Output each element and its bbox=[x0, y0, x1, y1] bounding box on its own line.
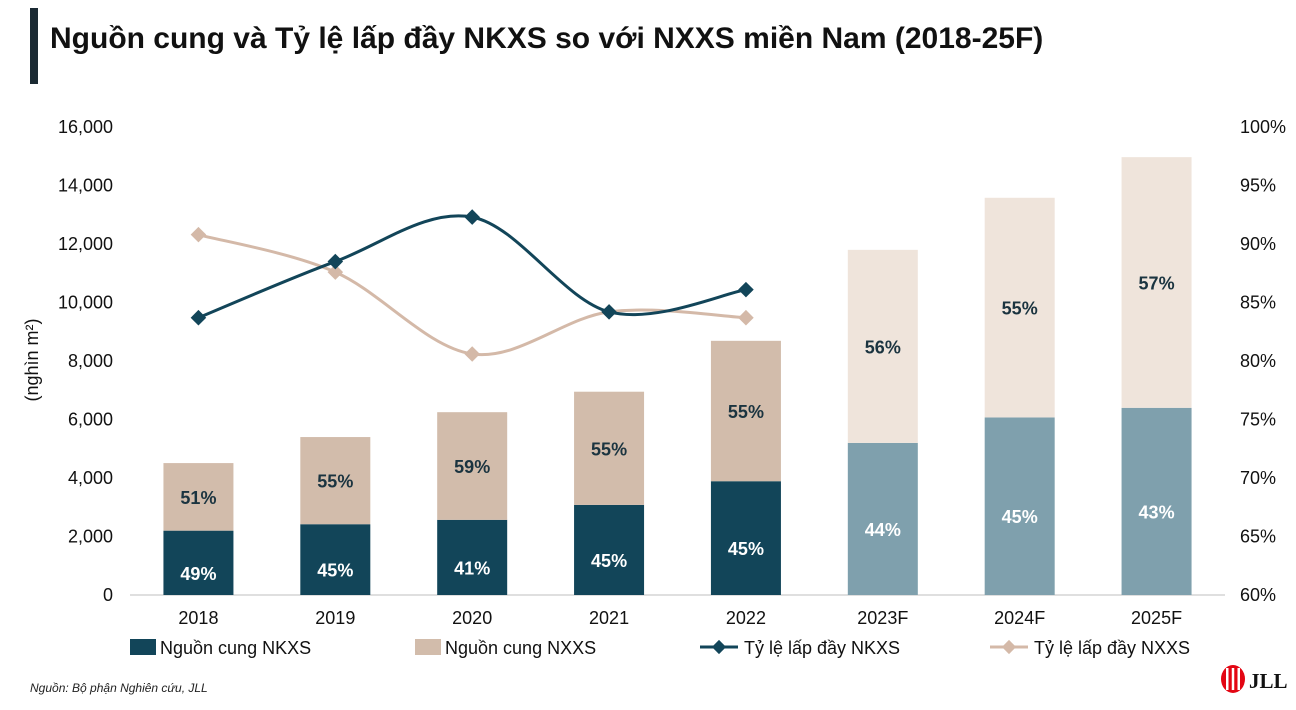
bar-nkxs bbox=[300, 524, 371, 595]
bar-nkxs bbox=[163, 530, 234, 595]
line-marker bbox=[738, 281, 754, 298]
bar-nxxs bbox=[163, 463, 234, 531]
legend-label: Nguồn cung NXXS bbox=[445, 638, 596, 658]
bar-nkxs-label: 43% bbox=[1139, 502, 1175, 522]
y-tick-label: 12,000 bbox=[58, 234, 113, 254]
bar-nxxs-label: 56% bbox=[865, 337, 901, 357]
bar-nxxs bbox=[574, 391, 645, 505]
y2-tick-label: 85% bbox=[1240, 293, 1276, 313]
y-tick-label: 6,000 bbox=[68, 410, 113, 430]
bar-nkxs-label: 41% bbox=[454, 558, 490, 578]
legend-label: Nguồn cung NKXS bbox=[160, 638, 311, 658]
bar-nkxs bbox=[710, 481, 781, 595]
x-tick-label: 2020 bbox=[452, 608, 492, 628]
bar-nxxs bbox=[847, 249, 918, 443]
bar-nkxs bbox=[1121, 407, 1192, 595]
bar-nkxs-label: 45% bbox=[317, 561, 353, 581]
bar-nkxs bbox=[437, 519, 508, 595]
y-tick-label: 10,000 bbox=[58, 293, 113, 313]
y-tick-label: 4,000 bbox=[68, 468, 113, 488]
jll-logo: JLL bbox=[1221, 665, 1288, 693]
y2-tick-label: 65% bbox=[1240, 527, 1276, 547]
bar-nkxs-label: 49% bbox=[180, 564, 216, 584]
bar-nkxs-label: 44% bbox=[865, 520, 901, 540]
bar-nxxs bbox=[300, 437, 371, 525]
line-marker bbox=[190, 309, 207, 326]
bar-nkxs bbox=[574, 504, 645, 595]
y2-tick-label: 90% bbox=[1240, 234, 1276, 254]
bar-nxxs-label: 51% bbox=[180, 488, 216, 508]
legend-label: Tỷ lệ lấp đầy NXXS bbox=[1034, 638, 1190, 658]
line-marker bbox=[190, 226, 207, 243]
legend-marker bbox=[1001, 639, 1017, 655]
line-marker bbox=[601, 304, 617, 320]
y2-tick-label: 80% bbox=[1240, 351, 1276, 371]
y-axis-left: 0 2,000 4,000 6,000 8,000 10,000 12,000 14,000 1… bbox=[58, 117, 113, 605]
y-tick-label: 8,000 bbox=[68, 351, 113, 371]
bar-nkxs-label: 45% bbox=[1002, 507, 1038, 527]
y2-tick-label: 100% bbox=[1240, 117, 1286, 137]
y-tick-label: 2,000 bbox=[68, 527, 113, 547]
line-nkxs bbox=[197, 214, 747, 320]
x-axis: 2018 2019 2020 2021 2022 2023F 2024F 2025F bbox=[178, 608, 1182, 628]
bar-nxxs-label: 59% bbox=[454, 457, 490, 477]
y-tick-label: 14,000 bbox=[58, 176, 113, 196]
line-marker bbox=[327, 253, 344, 270]
line-marker bbox=[464, 209, 480, 225]
bar-nxxs bbox=[710, 340, 781, 482]
legend-swatch bbox=[415, 639, 441, 655]
y2-tick-label: 75% bbox=[1240, 410, 1276, 430]
y2-tick-label: 60% bbox=[1240, 585, 1276, 605]
x-tick-label: 2022 bbox=[726, 608, 766, 628]
bar-nxxs-label: 55% bbox=[728, 402, 764, 422]
x-tick-label: 2019 bbox=[315, 608, 355, 628]
bar-nxxs bbox=[1121, 157, 1192, 408]
bar-nkxs bbox=[984, 417, 1055, 595]
y2-tick-label: 70% bbox=[1240, 468, 1276, 488]
title-accent-bar bbox=[30, 8, 38, 84]
y-tick-label: 0 bbox=[103, 585, 113, 605]
line-nxxs bbox=[198, 233, 747, 357]
x-tick-label: 2018 bbox=[178, 608, 218, 628]
x-tick-label: 2023F bbox=[857, 608, 908, 628]
y-axis-right: 60% 65% 70% 75% 80% 85% 90% 95% 100% bbox=[1240, 117, 1286, 605]
bar-nxxs-label: 55% bbox=[317, 472, 353, 492]
line-marker bbox=[464, 346, 480, 362]
bars: 49% 51% 45% 55% 41% 59% 45% 55% 45% 55% 44% 56% 45% 5… bbox=[163, 157, 1192, 595]
x-tick-label: 2025F bbox=[1131, 608, 1182, 628]
bar-nxxs-label: 55% bbox=[1002, 299, 1038, 319]
bar-nkxs-label: 45% bbox=[728, 539, 764, 559]
lines bbox=[190, 209, 754, 362]
bar-nkxs-label: 45% bbox=[591, 551, 627, 571]
bar-nkxs bbox=[847, 442, 918, 595]
x-tick-label: 2021 bbox=[589, 608, 629, 628]
legend-marker bbox=[711, 639, 727, 655]
y-tick-label: 16,000 bbox=[58, 117, 113, 137]
bar-nxxs bbox=[437, 412, 508, 520]
bar-nxxs bbox=[984, 197, 1055, 418]
y2-tick-label: 95% bbox=[1240, 176, 1276, 196]
bar-nxxs-label: 57% bbox=[1139, 273, 1175, 293]
jll-logo-text: JLL bbox=[1249, 669, 1288, 693]
x-tick-label: 2024F bbox=[994, 608, 1045, 628]
line-marker bbox=[738, 309, 754, 326]
legend-label: Tỷ lệ lấp đầy NKXS bbox=[744, 638, 900, 658]
y-axis-label: (nghìn m²) bbox=[22, 318, 42, 401]
legend-swatch bbox=[130, 639, 156, 655]
legend: Nguồn cung NKXS Nguồn cung NXXS Tỷ lệ lấp … bbox=[130, 638, 1190, 658]
chart-title: Nguồn cung và Tỷ lệ lấp đầy NKXS so với … bbox=[50, 22, 1044, 55]
bar-nxxs-label: 55% bbox=[591, 439, 627, 459]
source-note: Nguồn: Bộ phận Nghiên cứu, JLL bbox=[30, 681, 208, 695]
